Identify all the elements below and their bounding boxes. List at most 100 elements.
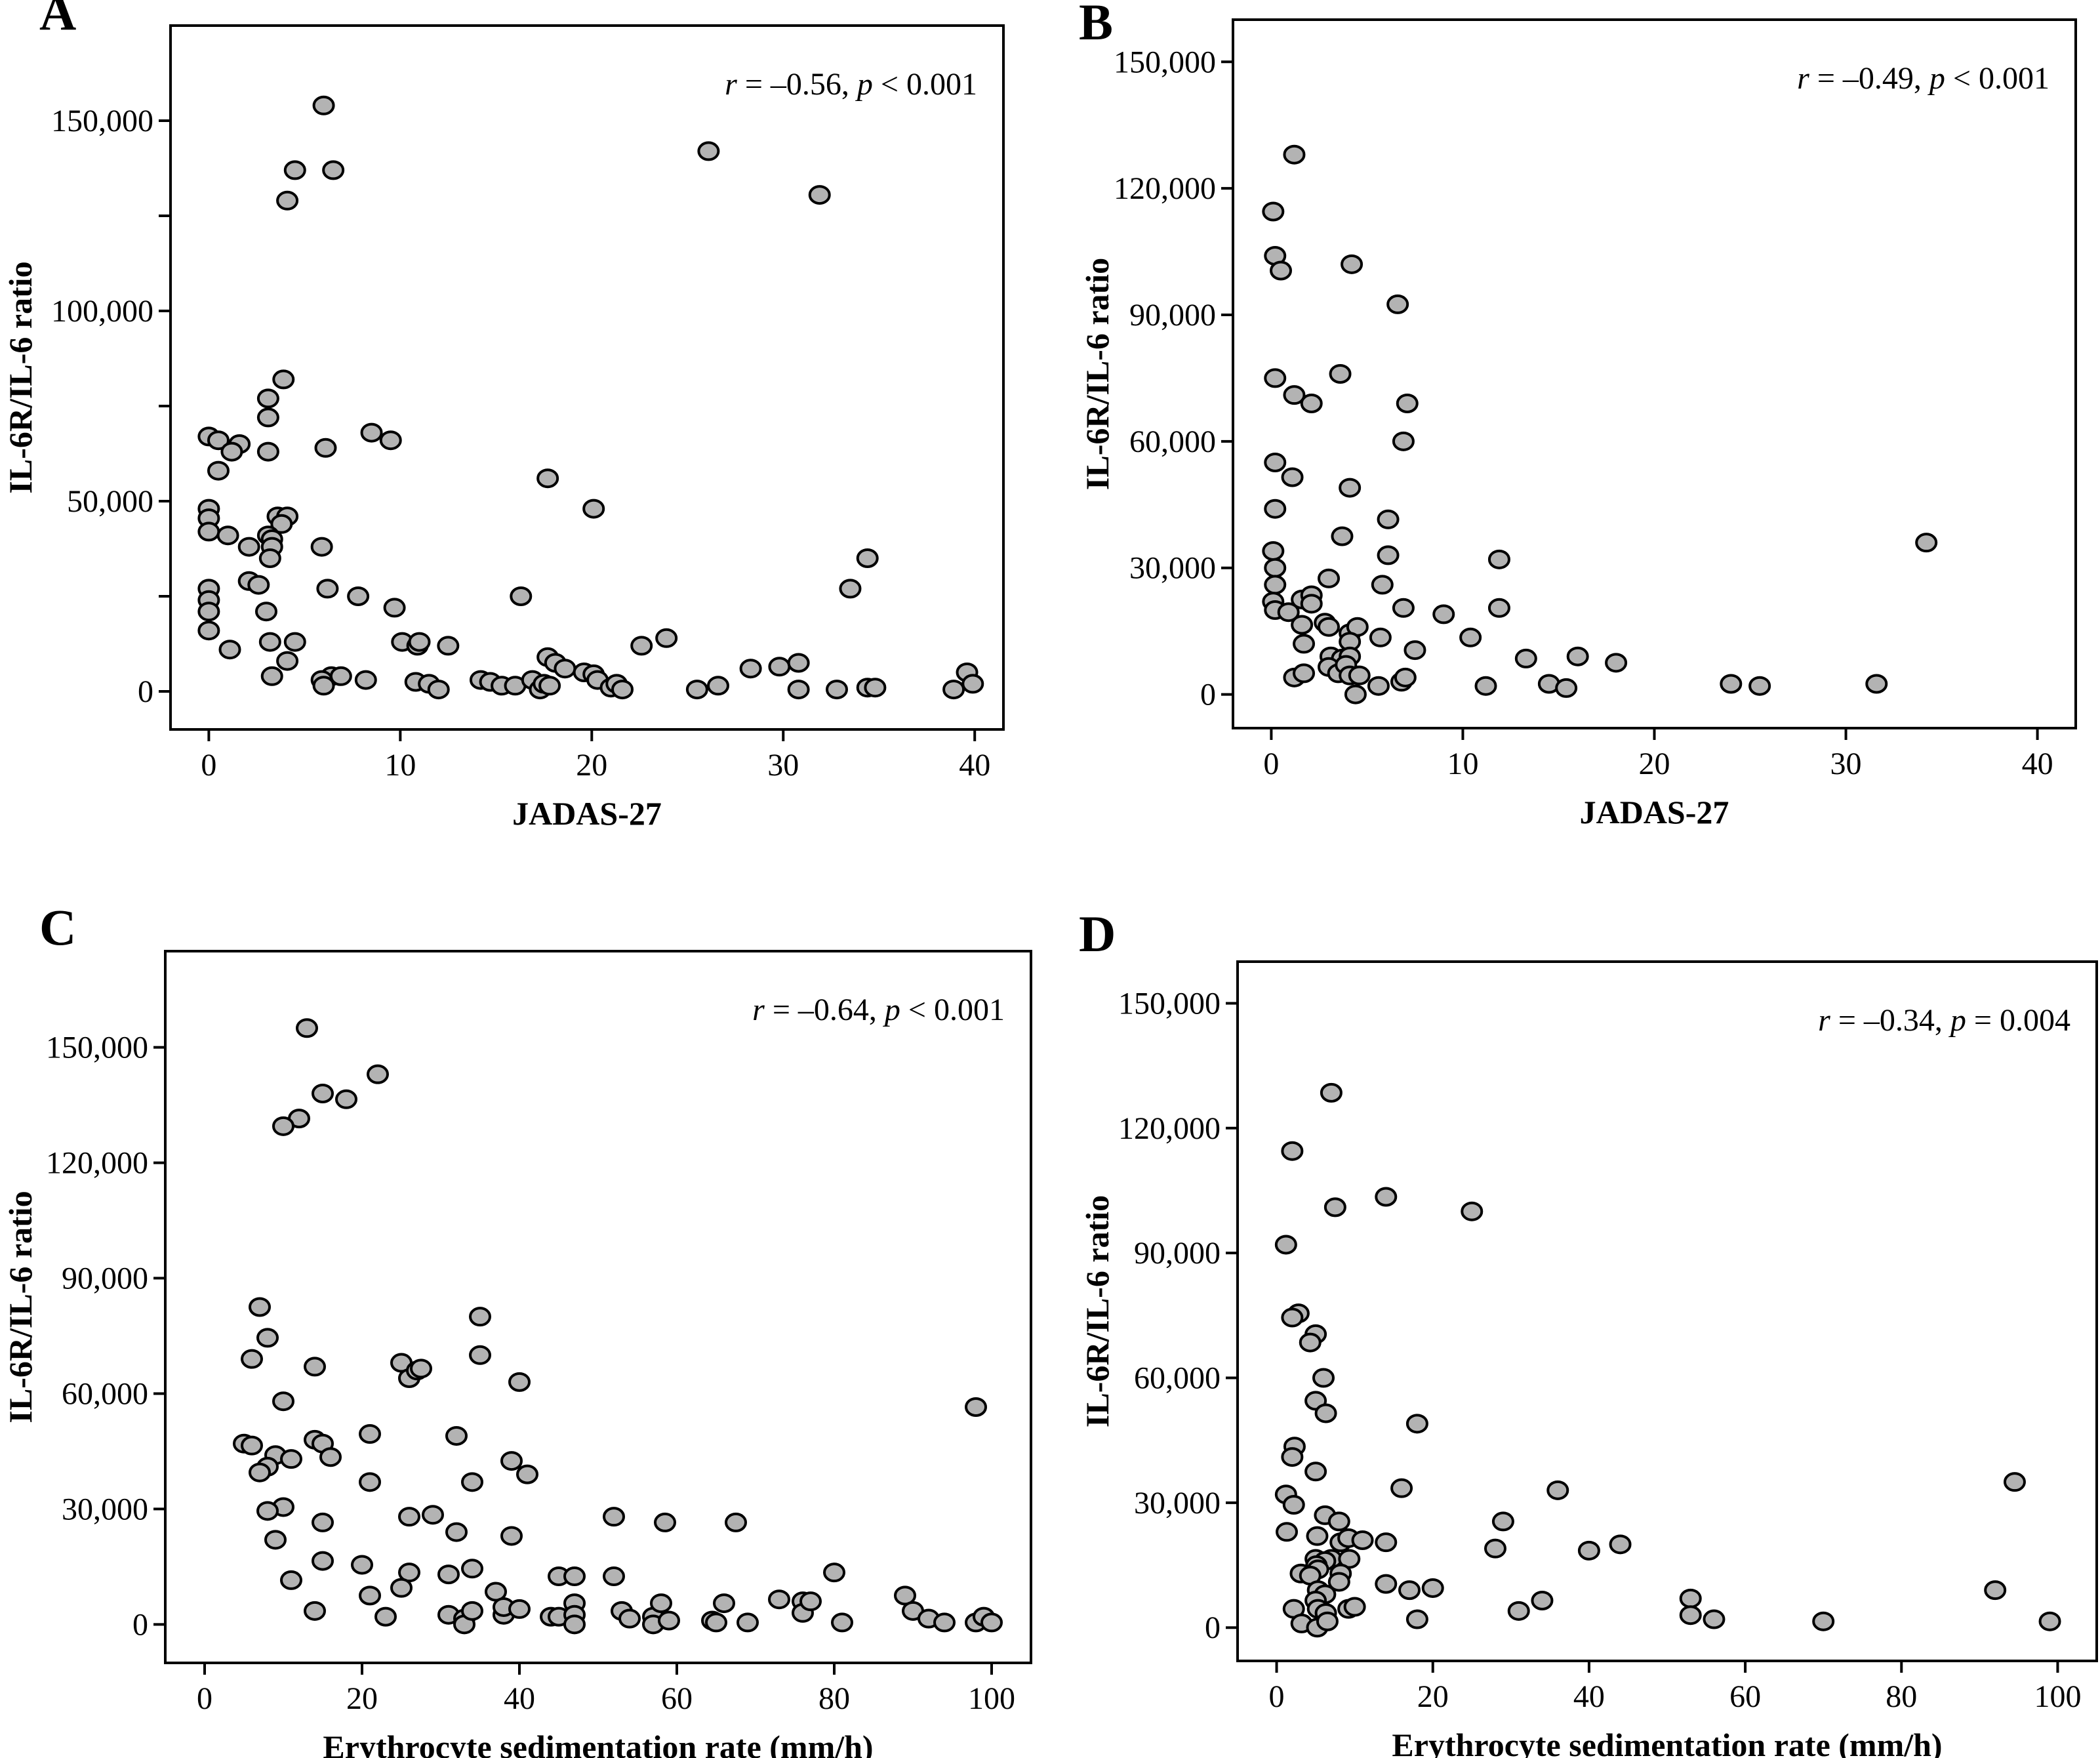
data-point [390,1578,413,1598]
y-tick-label-c: 120,000 [46,1146,148,1181]
data-point [256,441,279,462]
data-point [207,430,230,451]
x-tick-label-d: 100 [2034,1679,2081,1714]
x-tick-label-d: 0 [1269,1679,1285,1714]
data-point [713,1593,735,1614]
data-point [697,141,720,161]
data-point [1398,1580,1421,1601]
data-point [1323,1197,1346,1217]
data-point [1283,144,1306,165]
data-point [216,525,239,546]
data-point [1262,541,1285,561]
y-axis-title-d: IL-6R/IL-6 ratio [1079,1195,1116,1427]
x-tick-label-a: 30 [767,748,799,783]
data-point [961,674,984,694]
data-point [1915,533,1938,553]
data-point [1514,648,1537,668]
data-point [258,632,281,652]
p-value: < 0.001 [873,67,977,102]
points-a [197,95,984,700]
x-tick-label-a: 10 [384,748,416,783]
data-point [359,1585,381,1606]
data-point [1316,1611,1339,1631]
r-symbol: r [1797,61,1809,96]
data-point [705,1612,727,1633]
data-point [249,1297,271,1317]
data-point [383,598,406,618]
data-point [1320,1082,1343,1103]
data-point [310,537,333,557]
y-tick-label-d: 60,000 [1134,1361,1221,1396]
data-point [603,1566,625,1587]
y-tick-label-a: 150,000 [51,104,153,138]
y-tick-label-c: 90,000 [62,1261,148,1296]
plot-frame-c [164,950,1032,1664]
data-point [500,1451,523,1471]
data-point [1274,1235,1297,1255]
data-point [1377,509,1400,529]
data-point [1405,1414,1428,1434]
data-point [725,1512,747,1532]
r-symbol: r [725,67,737,102]
data-point [1375,1574,1398,1594]
plot-frame-d [1236,960,2098,1662]
data-point [1484,1538,1506,1559]
y-tick-label-b: 30,000 [1129,551,1216,586]
x-axis-b: 0 10 20 30 40 [1263,728,2053,781]
data-point [739,659,762,679]
x-tick-label-c: 60 [661,1681,693,1716]
data-point [379,430,402,451]
data-point [312,1551,334,1571]
data-point [1264,558,1287,578]
data-point [1300,394,1323,413]
data-point [603,1507,625,1527]
x-tick-label-b: 30 [1830,746,1862,781]
plot-frame-a [169,24,1005,731]
data-point [1984,1580,2007,1601]
data-point [1270,260,1293,281]
r-value: = –0.34, [1830,1003,1950,1038]
data-point [197,602,220,622]
x-tick-label-d: 60 [1729,1679,1761,1714]
x-axis-title-c: Erythrocyte sedimentation rate (mm/h) [323,1728,873,1758]
y-tick-label-c: 30,000 [62,1492,148,1526]
data-point [270,514,293,534]
data-point [1748,676,1771,696]
y-tick-label-d: 90,000 [1134,1236,1221,1271]
data-point [1531,1590,1554,1610]
data-point [1865,674,1888,694]
x-tick-label-c: 40 [504,1681,535,1716]
data-point [1566,646,1589,666]
stat-annotation-d: r = –0.34, p = 0.004 [1818,1003,2070,1038]
data-point [276,190,299,211]
r-value: = –0.49, [1809,61,1929,96]
data-point [241,1435,263,1456]
data-point [1377,545,1400,565]
data-point [500,1526,523,1546]
data-point [1283,385,1306,405]
data-point [1555,678,1578,698]
x-axis-c: 0 20 40 60 80 100 [197,1663,1015,1716]
x-axis-title-b: JADAS-27 [1580,794,1729,830]
data-point [1487,549,1510,569]
panel-label-c: C [39,899,76,956]
stat-annotation-a: r = –0.56, p < 0.001 [725,67,977,102]
data-point [197,521,220,542]
p-value: = 0.004 [1966,1003,2070,1038]
data-point [408,632,431,652]
stat-annotation-b: r = –0.49, p < 0.001 [1797,61,2050,96]
data-point [359,1424,381,1444]
y-tick-label-d: 30,000 [1134,1486,1221,1521]
x-axis-a: 0 10 20 30 40 [201,729,990,783]
data-point [1293,663,1316,684]
data-point [1327,1511,1350,1532]
data-point [1369,627,1392,647]
data-point [611,680,634,700]
data-point [1812,1611,1835,1631]
data-point [312,676,335,696]
data-point [965,1397,987,1417]
data-point [787,653,810,673]
y-tick-label-c: 60,000 [62,1376,148,1411]
data-point [1276,1522,1299,1542]
r-value: = –0.64, [765,992,885,1027]
